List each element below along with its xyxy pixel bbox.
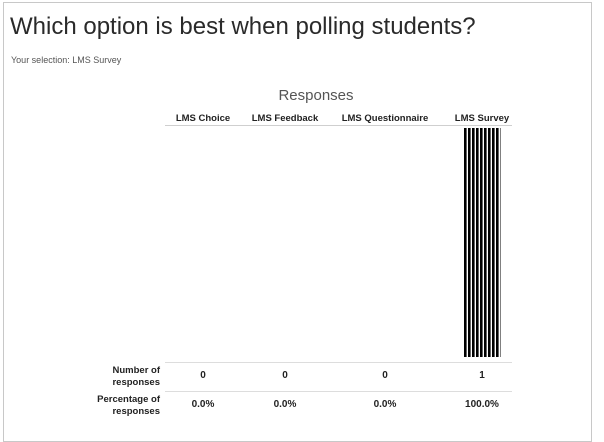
category-label: LMS Questionnaire: [342, 113, 429, 124]
table-cell: 0: [282, 370, 288, 381]
category-label: LMS Choice: [176, 113, 230, 124]
responses-chart: Responses LMS Choice LMS Feedback LMS Ques…: [97, 87, 512, 417]
table-row-label: Number of responses: [112, 365, 160, 388]
your-selection-text: Your selection: LMS Survey: [11, 55, 122, 65]
table-cell: 0.0%: [374, 399, 397, 410]
table-row-label: Percentage of responses: [97, 394, 161, 417]
bar: [463, 128, 501, 357]
table-cell: 1: [479, 370, 485, 381]
table-cell: 0: [382, 370, 388, 381]
chart-title: Responses: [278, 87, 353, 104]
category-label: LMS Feedback: [252, 113, 319, 124]
table-cell: 0.0%: [274, 399, 297, 410]
table-cell: 0.0%: [192, 399, 215, 410]
question-title: Which option is best when polling studen…: [10, 13, 476, 40]
table-cell: 100.0%: [465, 399, 499, 410]
table-cell: 0: [200, 370, 206, 381]
category-label: LMS Survey: [455, 113, 510, 124]
